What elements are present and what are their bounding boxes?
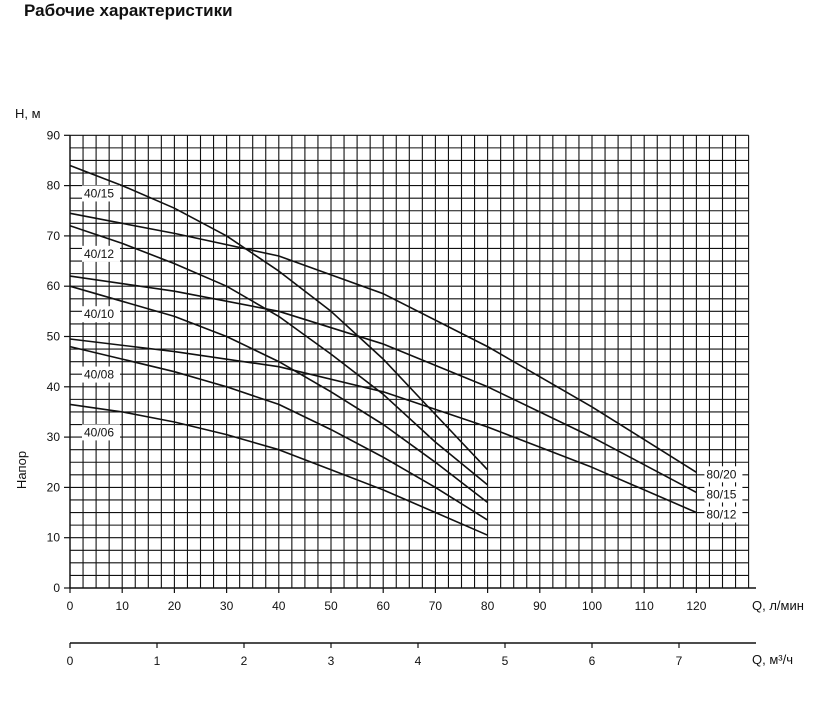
series-label-bg [82,424,120,441]
x2-tick-label: 4 [415,654,422,668]
series-line-80-20 [69,212,697,473]
y-axis-title: Напор [14,451,29,489]
x-axis-label-flow-m3h: Q, м³/ч [752,652,793,667]
series-label-bg [704,486,743,503]
series-label-40-10: 40/10 [84,307,114,321]
series-label-bg [82,306,120,323]
x2-tick-label: 2 [241,654,248,668]
y-tick-label: 0 [53,581,60,595]
x-tick-label: 120 [686,599,706,613]
x-tick-label: 0 [67,599,74,613]
y-tick-label: 50 [47,330,61,344]
series-label-40-15: 40/15 [84,186,114,200]
x-tick-label: 20 [168,599,182,613]
series-label-80-15: 80/15 [706,487,736,501]
page-title: Рабочие характеристики [24,1,233,20]
y-tick-label: 10 [47,531,61,545]
y-axis-unit-label: H, м [15,106,41,121]
x-tick-label: 60 [377,599,391,613]
series-label-bg [82,185,120,202]
x-tick-label: 70 [429,599,443,613]
y-tick-label: 30 [47,430,61,444]
series-label-80-12: 80/12 [706,508,736,522]
x2-tick-label: 0 [67,654,74,668]
x-tick-label: 10 [116,599,130,613]
x-tick-label: 100 [582,599,602,613]
series-line-80-15 [69,275,697,494]
x-tick-label: 30 [220,599,234,613]
series-line-80-12 [69,338,697,514]
x-tick-label: 90 [533,599,547,613]
x2-tick-label: 7 [676,654,683,668]
series-line-40-15 [69,164,489,471]
series-line-40-06 [69,403,488,536]
chart-series-labels: 40/15 40/12 40/10 40/08 40/06 80/20 80/15 80/12 [82,185,743,523]
x-tick-label: 50 [324,599,338,613]
x2-tick-label: 6 [589,654,596,668]
series-label-bg [82,245,120,262]
y-tick-label: 20 [47,480,61,494]
series-line-40-12 [69,225,489,486]
x-tick-label: 110 [635,599,654,613]
series-label-40-08: 40/08 [84,368,114,382]
y-tick-label: 90 [47,128,61,142]
chart-series [69,164,697,536]
y-tick-label: 80 [47,179,61,193]
y-tick-label: 40 [47,380,61,394]
series-line-40-10 [69,285,489,504]
series-label-bg [704,506,743,523]
x-axis-label-flow-lpm: Q, л/мин [752,598,804,613]
series-label-80-20: 80/20 [706,467,736,481]
series-line-40-08 [69,345,489,521]
x2-tick-label: 1 [154,654,161,668]
series-label-bg [704,466,743,483]
x2-tick-label: 5 [502,654,509,668]
x2-tick-label: 3 [328,654,335,668]
x-tick-label: 80 [481,599,495,613]
series-label-40-12: 40/12 [84,247,114,261]
chart-grid [69,134,750,589]
y-tick-label: 70 [47,229,61,243]
series-label-40-06: 40/06 [84,425,114,439]
y-tick-label: 60 [47,279,61,293]
x-tick-label: 40 [272,599,286,613]
series-label-bg [82,366,120,383]
chart-axes [64,134,756,648]
